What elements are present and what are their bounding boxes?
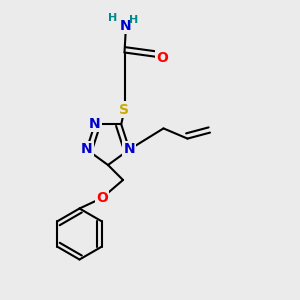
Text: O: O [96,191,108,205]
Text: N: N [120,19,132,32]
Text: S: S [119,103,130,116]
Text: H: H [129,15,138,25]
Text: N: N [89,117,100,131]
Text: H: H [108,13,117,23]
Text: N: N [124,142,135,157]
Text: N: N [81,142,92,157]
Text: O: O [156,51,168,64]
